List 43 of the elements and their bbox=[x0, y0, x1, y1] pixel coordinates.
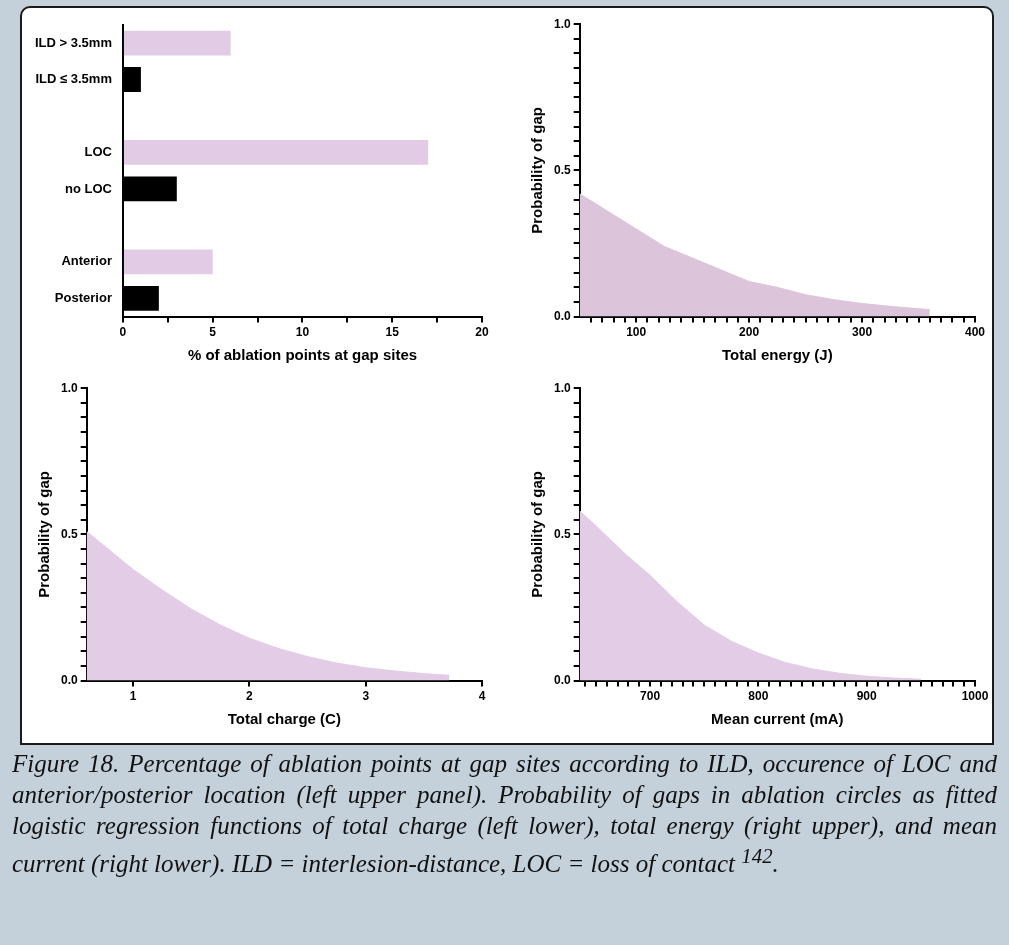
x-tick-label: 10 bbox=[295, 325, 310, 340]
x-tick-label: 900 bbox=[856, 689, 878, 704]
x-tick-label: 4 bbox=[478, 689, 486, 704]
x-tick-label: 100 bbox=[626, 325, 647, 340]
x-tick-label: 200 bbox=[739, 325, 760, 340]
y-tick-label: 1.0 bbox=[553, 380, 571, 395]
y-tick-label: ILD ≤ 3.5mm bbox=[35, 71, 112, 87]
y-tick-label: 0.0 bbox=[553, 672, 571, 687]
y-tick-label: 0.5 bbox=[60, 526, 78, 541]
y-tick-label: Anterior bbox=[61, 253, 112, 269]
x-tick-label: 800 bbox=[748, 689, 769, 704]
bar bbox=[123, 249, 213, 275]
x-tick-label: 0 bbox=[119, 325, 127, 340]
y-axis-title: Probability of gap bbox=[35, 471, 53, 598]
y-axis-title: Probability of gap bbox=[528, 107, 546, 234]
bar bbox=[123, 30, 231, 56]
x-tick-label: 3 bbox=[362, 689, 370, 704]
y-tick-label: 0.5 bbox=[553, 162, 571, 177]
x-tick-label: 5 bbox=[209, 325, 217, 340]
x-tick-label: 2 bbox=[246, 689, 254, 704]
x-tick-label: 700 bbox=[640, 689, 661, 704]
y-tick-label: Posterior bbox=[54, 289, 112, 305]
bar bbox=[123, 140, 429, 165]
caption: Figure 18. Percentage of ablation points at gap sites according to ILD, occurence of LOC and anterior/posterior location (left upper panel). Probability of gaps in ablation circles as fitted logistic regression functions of total charge (left lower), total energy (right upper), and mean current (right lower). ILD = interlesion-distance, LOC = loss of contact $^{142}$. bbox=[12, 749, 997, 880]
y-tick-label: 1.0 bbox=[60, 380, 78, 395]
y-tick-label: no LOC bbox=[65, 180, 113, 196]
x-axis-title: Mean current (mA) bbox=[711, 710, 844, 728]
x-tick-label: 300 bbox=[852, 325, 873, 340]
y-tick-label: ILD > 3.5mm bbox=[34, 34, 112, 50]
x-axis-title: Total charge (C) bbox=[227, 710, 341, 728]
x-axis-title: Total energy (J) bbox=[722, 346, 833, 364]
x-tick-label: 400 bbox=[964, 325, 986, 340]
x-axis-title: % of ablation points at gap sites bbox=[187, 346, 418, 364]
y-tick-label: 0.0 bbox=[60, 672, 78, 687]
x-tick-label: 1 bbox=[129, 689, 137, 704]
y-tick-label: 0.0 bbox=[553, 308, 571, 323]
y-tick-label: LOC bbox=[84, 144, 113, 160]
y-axis-title: Probability of gap bbox=[528, 471, 546, 598]
y-tick-label: 1.0 bbox=[553, 16, 571, 31]
x-tick-label: 20 bbox=[475, 325, 489, 340]
y-tick-label: 0.5 bbox=[553, 526, 571, 541]
x-tick-label: 15 bbox=[385, 325, 400, 340]
x-tick-label: 1000 bbox=[961, 689, 989, 704]
